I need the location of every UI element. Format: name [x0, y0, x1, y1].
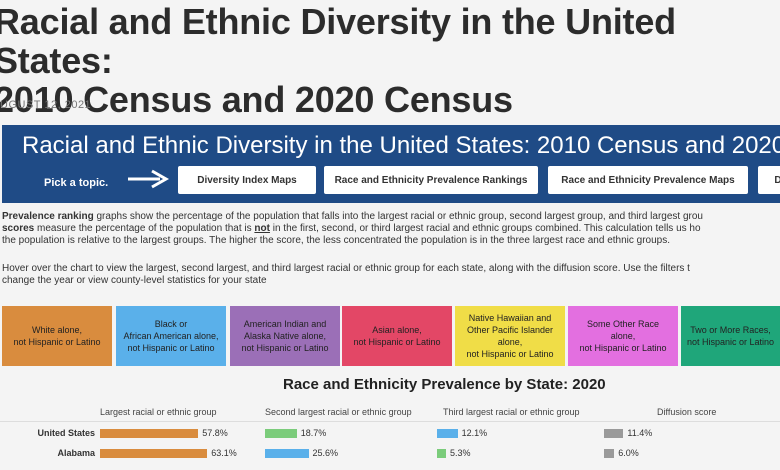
- column-header-diffusion: Diffusion score: [657, 407, 717, 417]
- banner-title: Racial and Ethnic Diversity in the Unite…: [22, 132, 780, 159]
- article-title: Racial and Ethnic Diversity in the Unite…: [0, 2, 780, 119]
- description-text: in the first, second, or third largest r…: [269, 223, 701, 234]
- description-line4: Hover over the chart to view the largest…: [2, 263, 690, 274]
- legend-american-indian[interactable]: American Indian and Alaska Native alone, n…: [230, 306, 340, 366]
- chart-bar[interactable]: [604, 449, 615, 458]
- legend-native-hawaiian[interactable]: Native Hawaiian and Other Pacific Islande…: [455, 306, 565, 366]
- row-label: United States: [37, 428, 95, 438]
- description-line1: Prevalence ranking graphs show the perce…: [2, 211, 780, 223]
- chart-bar[interactable]: [437, 429, 458, 438]
- bar-value-label: 11.4%: [627, 428, 653, 438]
- legend-some-other-race[interactable]: Some Other Race alone, not Hispanic or Lat…: [568, 306, 678, 366]
- column-header-largest: Largest racial or ethnic group: [100, 407, 217, 417]
- more-topics-button[interactable]: D: [758, 166, 780, 194]
- chart-divider: [0, 421, 780, 422]
- prevalence-ranking-term: Prevalence ranking: [2, 211, 94, 222]
- bar-value-label: 6.0%: [618, 448, 639, 458]
- bar-value-label: 5.3%: [450, 448, 471, 458]
- legend-black[interactable]: Black or African American alone, not Hispa…: [116, 306, 226, 366]
- chart-bar[interactable]: [437, 449, 446, 458]
- bar-value-label: 63.1%: [211, 448, 237, 458]
- column-header-third: Third largest racial or ethnic group: [443, 407, 580, 417]
- chart-title: Race and Ethnicity Prevalence by State: …: [283, 376, 606, 393]
- legend-white[interactable]: White alone, not Hispanic or Latino: [2, 306, 112, 366]
- description-text: graphs show the percentage of the popula…: [93, 211, 703, 222]
- pick-topic-label: Pick a topic.: [44, 177, 109, 189]
- bar-value-label: 57.8%: [202, 428, 228, 438]
- chart-bar[interactable]: [100, 449, 208, 458]
- not-term: not: [254, 223, 270, 234]
- dashboard-banner: Racial and Ethnic Diversity in the Unite…: [2, 125, 780, 203]
- article-title-line2: 2010 Census and 2020 Census: [0, 79, 513, 120]
- chart-bar[interactable]: [604, 429, 624, 438]
- description-line2: scores measure the percentage of the pop…: [2, 223, 780, 235]
- description-line3: the population is relative to the larges…: [2, 235, 671, 246]
- prevalence-maps-button[interactable]: Race and Ethnicity Prevalence Maps: [548, 166, 748, 194]
- description-line5: change the year or view county-level sta…: [2, 275, 267, 286]
- article-date: UGUST 12, 2021: [0, 99, 92, 111]
- legend-two-or-more[interactable]: Two or More Races, not Hispanic or Latino: [681, 306, 780, 366]
- bar-value-label: 25.6%: [312, 448, 339, 458]
- bar-value-label: 18.7%: [300, 428, 327, 438]
- legend-asian[interactable]: Asian alone, not Hispanic or Latino: [342, 306, 452, 366]
- prevalence-rankings-button[interactable]: Race and Ethnicity Prevalence Rankings: [324, 166, 538, 194]
- description-text: measure the percentage of the population…: [34, 223, 255, 234]
- bar-value-label: 12.1%: [461, 428, 488, 438]
- chart-bar[interactable]: [100, 429, 199, 438]
- arrow-right-icon: [128, 169, 170, 189]
- article-title-line1: Racial and Ethnic Diversity in the Unite…: [0, 1, 676, 81]
- chart-bar[interactable]: [265, 449, 309, 458]
- scores-term: scores: [2, 223, 35, 234]
- column-header-second: Second largest racial or ethnic group: [265, 407, 412, 417]
- diversity-index-maps-button[interactable]: Diversity Index Maps: [178, 166, 316, 194]
- chart-bar[interactable]: [265, 429, 297, 438]
- row-label: Alabama: [57, 448, 95, 458]
